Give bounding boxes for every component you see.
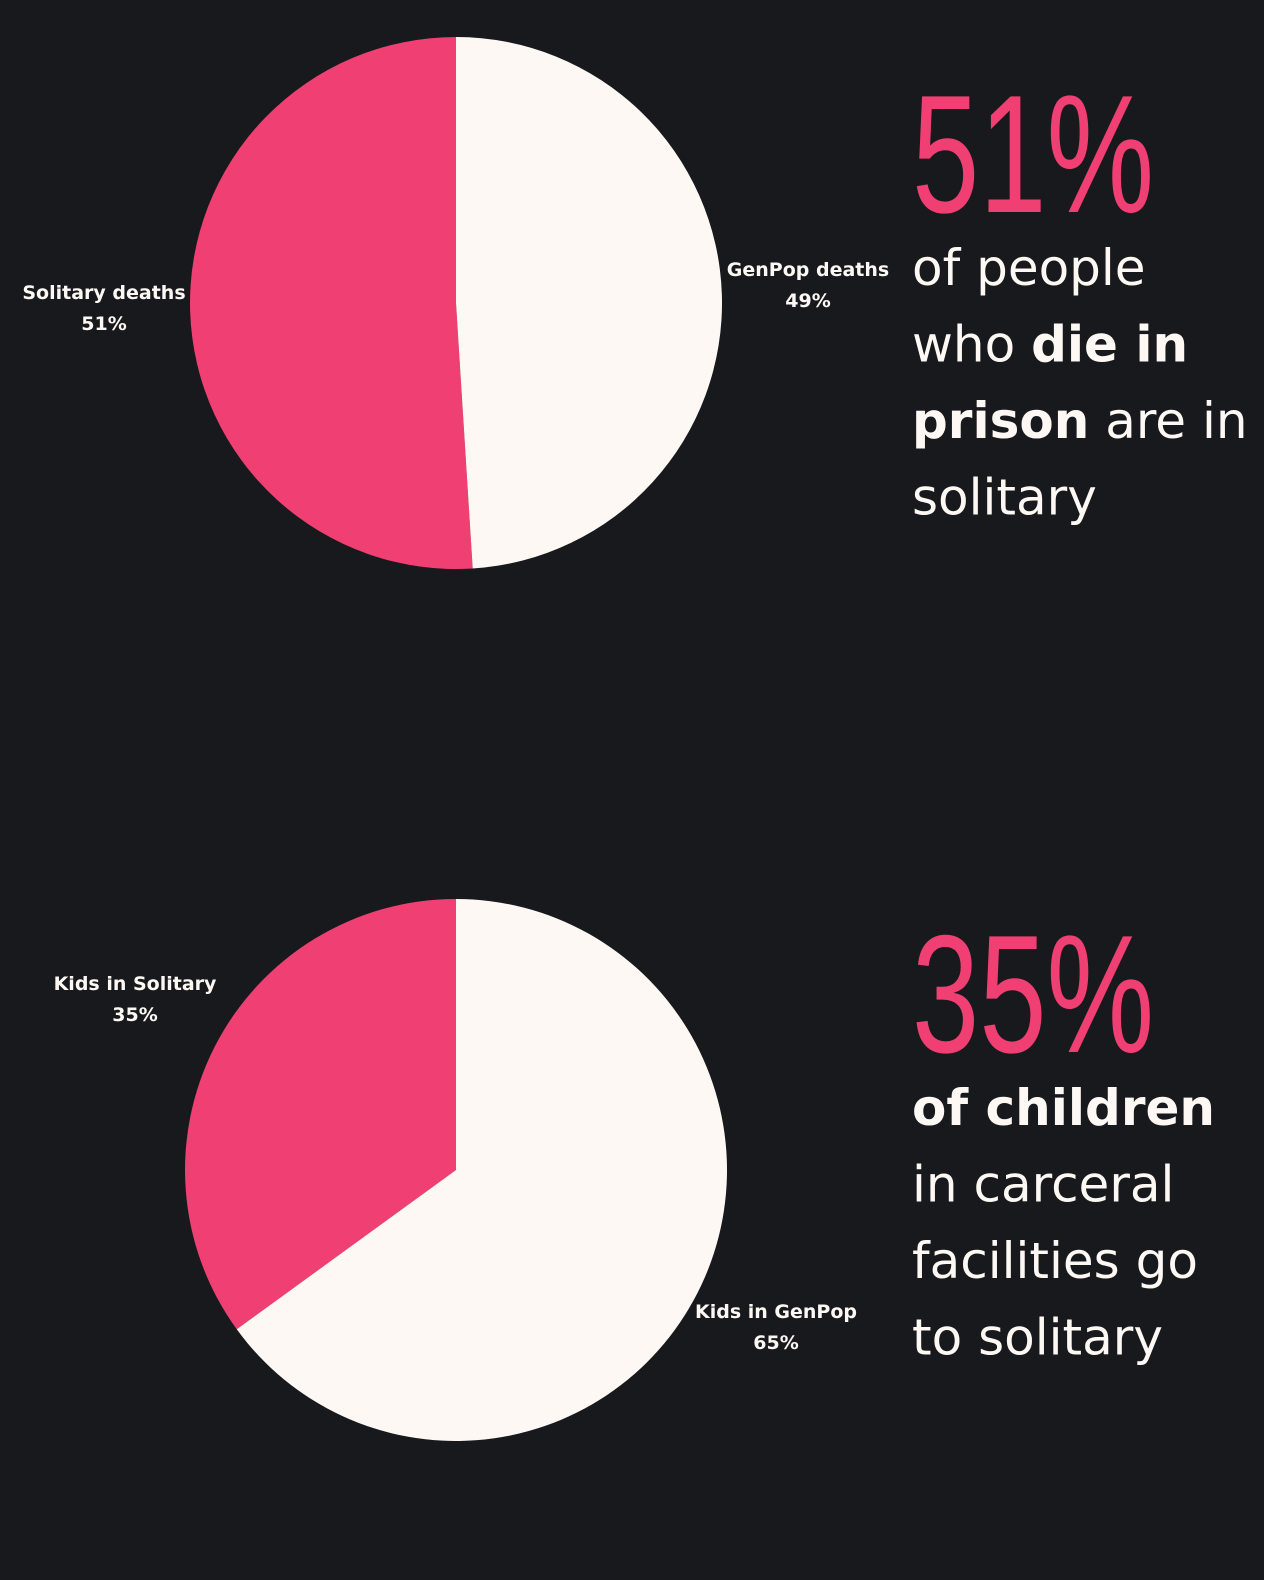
- statement-text: to solitary: [912, 1309, 1163, 1367]
- pie-slice: [236, 899, 728, 1441]
- slice-value-label: 35%: [112, 1004, 157, 1026]
- statement-text: facilities go: [912, 1232, 1198, 1290]
- statement-text: are in: [1089, 392, 1247, 450]
- statement-line: solitary: [912, 469, 1097, 527]
- statement-text: of children: [912, 1079, 1215, 1137]
- statement-text: in carceral: [912, 1156, 1174, 1214]
- statement-line: of people: [912, 239, 1146, 297]
- statement-text: prison: [912, 392, 1089, 450]
- statement-line: in carceral: [912, 1156, 1174, 1214]
- statement-line: prison are in: [912, 392, 1248, 450]
- statement-text: solitary: [912, 469, 1097, 527]
- statement-line: to solitary: [912, 1309, 1163, 1367]
- slice-value-label: 49%: [785, 290, 830, 312]
- pie-slice: [456, 37, 723, 569]
- pie-slice: [185, 899, 457, 1330]
- headline: 35%: [912, 901, 1154, 1089]
- statement-text: of people: [912, 239, 1146, 297]
- headline: 51%: [912, 61, 1154, 249]
- slice-label: Kids in Solitary: [54, 973, 217, 995]
- statement-line: facilities go: [912, 1232, 1198, 1290]
- slice-label: GenPop deaths: [727, 259, 889, 281]
- statement-text: die in: [1031, 316, 1188, 374]
- slice-value-label: 51%: [81, 313, 126, 335]
- slice-label: Solitary deaths: [22, 282, 185, 304]
- pie-slice: [190, 37, 473, 569]
- slice-value-label: 65%: [753, 1332, 798, 1354]
- slice-label: Kids in GenPop: [695, 1301, 857, 1323]
- statement-text: who: [912, 316, 1031, 374]
- statement-line: of children: [912, 1079, 1215, 1137]
- statement-line: who die in: [912, 316, 1188, 374]
